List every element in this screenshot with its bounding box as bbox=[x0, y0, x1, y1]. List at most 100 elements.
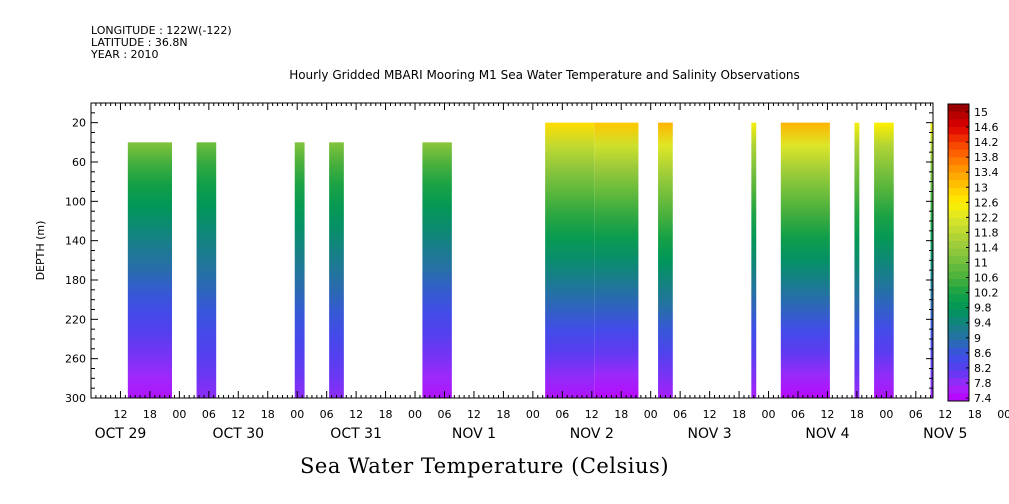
data-block bbox=[329, 142, 344, 398]
colorbar-label: 14.2 bbox=[974, 136, 999, 149]
x-date-label: NOV 1 bbox=[452, 426, 496, 442]
colorbar-label: 15 bbox=[974, 106, 988, 119]
colorbar-band bbox=[948, 233, 969, 242]
x-date-label: OCT 29 bbox=[95, 426, 147, 442]
colorbar-label: 9.8 bbox=[974, 302, 992, 315]
x-tick-label: 00 bbox=[290, 408, 304, 421]
colorbar-band bbox=[948, 111, 969, 120]
x-tick-label: 06 bbox=[320, 408, 334, 421]
colorbar-band bbox=[948, 126, 969, 135]
x-tick-label: 00 bbox=[879, 408, 893, 421]
colorbar-band bbox=[948, 393, 969, 402]
x-tick-label: 18 bbox=[261, 408, 275, 421]
colorbar-label: 13 bbox=[974, 181, 988, 194]
x-tick-label: 00 bbox=[408, 408, 422, 421]
colorbar-band bbox=[948, 309, 969, 318]
x-date-label: OCT 31 bbox=[330, 426, 382, 442]
colorbar-band bbox=[948, 355, 969, 364]
x-tick-label: 18 bbox=[496, 408, 510, 421]
colorbar-label: 8.2 bbox=[974, 362, 992, 375]
colorbar-band bbox=[948, 203, 969, 212]
x-tick-label: 12 bbox=[938, 408, 952, 421]
x-date-label: NOV 2 bbox=[570, 426, 614, 442]
y-tick-label: 140 bbox=[65, 235, 86, 248]
colorbar-band bbox=[948, 210, 969, 219]
latitude-label: LATITUDE : 36.8N bbox=[91, 36, 188, 49]
x-date-label: NOV 3 bbox=[688, 426, 732, 442]
x-tick-label: 06 bbox=[437, 408, 451, 421]
x-date-label: NOV 5 bbox=[923, 426, 967, 442]
x-tick-label: 12 bbox=[820, 408, 834, 421]
x-tick-label: 18 bbox=[850, 408, 864, 421]
plot-title: Hourly Gridded MBARI Mooring M1 Sea Wate… bbox=[289, 68, 800, 82]
x-tick-label: 06 bbox=[555, 408, 569, 421]
variable-title: Sea Water Temperature (Celsius) bbox=[300, 454, 670, 478]
colorbar-band bbox=[948, 119, 969, 128]
colorbar-band bbox=[948, 142, 969, 151]
x-tick-label: 18 bbox=[968, 408, 982, 421]
x-tick-label: 06 bbox=[791, 408, 805, 421]
colorbar-band bbox=[948, 149, 969, 158]
x-tick-label: 00 bbox=[172, 408, 186, 421]
colorbar-band bbox=[948, 302, 969, 311]
y-axis-label: DEPTH (m) bbox=[34, 221, 47, 281]
colorbar-label: 13.4 bbox=[974, 166, 999, 179]
x-tick-label: 12 bbox=[585, 408, 599, 421]
data-block bbox=[127, 142, 173, 398]
x-tick-label: 18 bbox=[143, 408, 157, 421]
colorbar-band bbox=[948, 340, 969, 349]
x-tick-label: 12 bbox=[349, 408, 363, 421]
x-tick-label: 18 bbox=[614, 408, 628, 421]
x-tick-label: 00 bbox=[997, 408, 1009, 421]
y-tick-label: 100 bbox=[65, 195, 86, 208]
colorbar-label: 13.8 bbox=[974, 151, 999, 164]
x-tick-label: 12 bbox=[231, 408, 245, 421]
colorbar-band bbox=[948, 317, 969, 326]
colorbar-label: 7.4 bbox=[974, 392, 992, 405]
colorbar-label: 7.8 bbox=[974, 377, 992, 390]
data-block bbox=[594, 122, 639, 399]
longitude-label: LONGITUDE : 122W(-122) bbox=[91, 24, 232, 37]
colorbar-band bbox=[948, 385, 969, 394]
x-tick-label: 12 bbox=[467, 408, 481, 421]
colorbar-band bbox=[948, 225, 969, 234]
y-tick-label: 300 bbox=[65, 392, 86, 405]
colorbar-label: 10.2 bbox=[974, 287, 999, 300]
x-date-label: NOV 4 bbox=[805, 426, 849, 442]
colorbar-band bbox=[948, 218, 969, 227]
colorbar-band bbox=[948, 370, 969, 379]
y-tick-label: 180 bbox=[65, 274, 86, 287]
x-tick-label: 06 bbox=[909, 408, 923, 421]
colorbar-band bbox=[948, 279, 969, 288]
colorbar-label: 9.4 bbox=[974, 317, 992, 330]
colorbar-band bbox=[948, 164, 969, 174]
colorbar-band bbox=[948, 187, 969, 196]
colorbar-frame bbox=[947, 103, 970, 402]
colorbar-label: 11.8 bbox=[974, 226, 999, 239]
data-block bbox=[196, 142, 217, 398]
x-tick-label: 06 bbox=[202, 408, 216, 421]
colorbar-label: 11 bbox=[974, 257, 988, 270]
colorbar-band bbox=[948, 104, 969, 113]
data-block bbox=[658, 122, 673, 399]
colorbar-label: 12.6 bbox=[974, 196, 999, 209]
axes: 20 60 100 140 180 220 260 300 DEPTH (m) 12 18 00 06 1… bbox=[34, 102, 1009, 442]
x-tick-label: 00 bbox=[762, 408, 776, 421]
colorbar-band bbox=[948, 241, 969, 250]
data-block bbox=[780, 122, 830, 399]
data-block bbox=[854, 122, 860, 399]
data-block bbox=[294, 142, 305, 398]
colorbar-band bbox=[948, 248, 969, 257]
colorbar-band bbox=[948, 134, 969, 143]
colorbar-band bbox=[948, 332, 969, 341]
colorbar-label: 8.6 bbox=[974, 347, 992, 360]
x-tick-label: 18 bbox=[379, 408, 393, 421]
x-tick-label: 00 bbox=[644, 408, 658, 421]
data-block bbox=[874, 122, 894, 399]
colorbar-label: 12.2 bbox=[974, 211, 999, 224]
colorbar-band bbox=[948, 347, 969, 356]
colorbar-band bbox=[948, 180, 969, 189]
x-tick-label: 12 bbox=[703, 408, 717, 421]
data-block bbox=[545, 122, 595, 399]
